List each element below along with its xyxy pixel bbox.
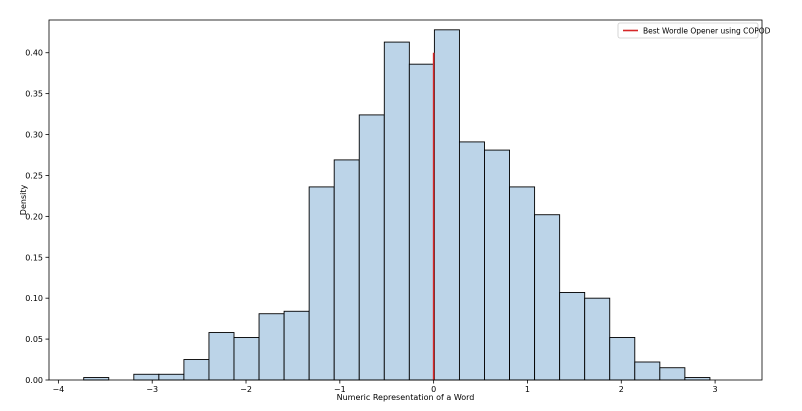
legend-entry-marker: Best Wordle Opener using COPOD — [643, 27, 771, 36]
histogram-bar — [308, 186, 335, 381]
y-tick-label: 0.35 — [25, 90, 43, 99]
histogram-bar — [584, 297, 611, 381]
histogram-bar — [183, 359, 210, 381]
x-tick-label: 3 — [713, 385, 718, 394]
y-tick-label: 0.20 — [25, 212, 43, 221]
histogram-bar — [559, 292, 586, 381]
histogram-bar — [509, 186, 536, 381]
y-tick-label: 0.25 — [25, 171, 43, 180]
x-tick-label: −2 — [240, 385, 252, 394]
histogram-bar — [634, 361, 661, 381]
y-axis-ticks: 0.00 0.05 0.10 0.15 0.20 0.25 0.30 0.35 0.40 — [25, 49, 49, 385]
histogram-bar — [333, 159, 360, 381]
y-tick-label: 0.30 — [25, 131, 43, 140]
histogram-bars — [83, 29, 711, 381]
legend: Best Wordle Opener using COPOD — [617, 22, 771, 39]
y-tick-label: 0.10 — [25, 294, 43, 303]
histogram-bar — [233, 337, 260, 381]
legend-box — [617, 22, 759, 39]
x-tick-label: −4 — [52, 385, 64, 394]
x-tick-label: 0 — [431, 385, 436, 394]
histogram-bar — [458, 141, 485, 381]
histogram-bar — [433, 29, 460, 381]
y-tick-label: 0.15 — [25, 253, 43, 262]
histogram-bar — [258, 313, 285, 381]
histogram-bar — [208, 332, 235, 381]
y-axis-label: Density — [19, 185, 28, 216]
x-axis-ticks: −4 −3 −2 −1 0 1 2 3 — [52, 380, 718, 394]
y-tick-label: 0.05 — [25, 335, 43, 344]
y-tick-label: 0.00 — [25, 376, 43, 385]
histogram-bar — [133, 373, 160, 381]
histogram-bar — [358, 114, 385, 381]
x-tick-label: 1 — [525, 385, 530, 394]
x-tick-label: −3 — [146, 385, 158, 394]
histogram-bar — [609, 337, 636, 381]
histogram-bar — [158, 373, 185, 381]
histogram-bar — [283, 310, 310, 381]
histogram-bar — [484, 149, 510, 381]
histogram-bar — [383, 41, 410, 381]
histogram-bar — [408, 63, 435, 381]
x-tick-label: −1 — [334, 385, 346, 394]
y-tick-label: 0.40 — [25, 49, 43, 58]
x-tick-label: 2 — [619, 385, 624, 394]
plot-frame — [48, 19, 763, 381]
x-axis-label: Numeric Representation of a Word — [337, 393, 475, 402]
histogram-bar — [659, 367, 686, 381]
histogram-bar — [534, 214, 561, 381]
